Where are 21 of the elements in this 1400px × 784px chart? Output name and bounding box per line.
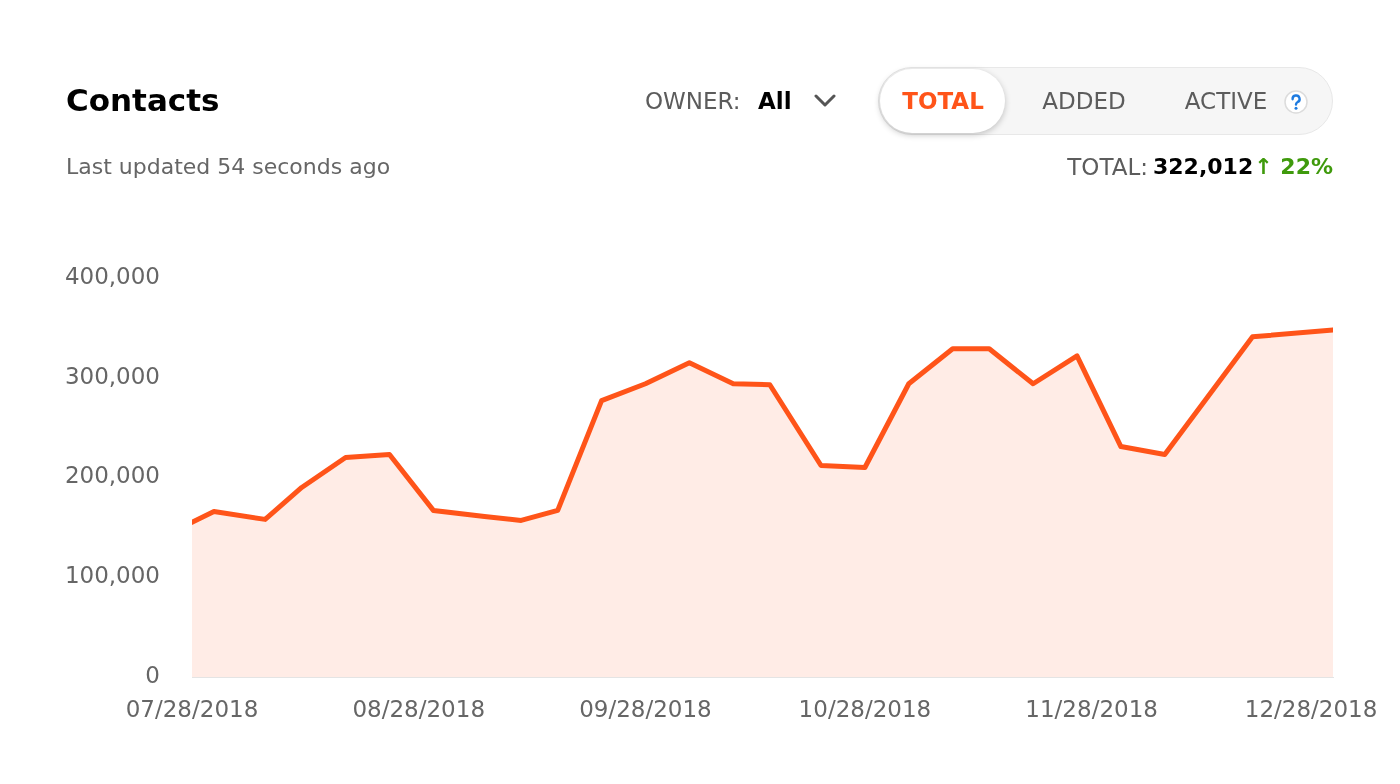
- y-tick-label: 0: [145, 661, 160, 688]
- text: TOTAL: [902, 88, 984, 115]
- x-tick-label: 08/28/2018: [352, 695, 486, 722]
- text: ADDED: [1042, 88, 1126, 115]
- x-tick-label: 07/28/2018: [125, 695, 259, 722]
- y-tick-label: 300,000: [64, 362, 160, 389]
- text: OWNER:: [645, 88, 741, 115]
- y-tick-label: 100,000: [64, 562, 160, 589]
- x-tick-label: 10/28/2018: [798, 695, 932, 722]
- chart-subtitle: Last updated 54 seconds ago: [66, 154, 391, 180]
- y-tick-label: 200,000: [64, 462, 160, 489]
- text: TOTAL:: [1067, 154, 1148, 181]
- y-tick-label: 400,000: [64, 262, 160, 289]
- text: 322,012: [1153, 154, 1254, 180]
- x-tick-label: 09/28/2018: [579, 695, 712, 722]
- text: ↑ 22%: [1254, 154, 1333, 180]
- chart-title: Contacts: [66, 82, 220, 118]
- text: ACTIVE: [1184, 88, 1268, 115]
- x-tick-label: 12/28/2018: [1244, 695, 1378, 722]
- text: All: [758, 88, 792, 115]
- x-tick-label: 11/28/2018: [1025, 695, 1158, 722]
